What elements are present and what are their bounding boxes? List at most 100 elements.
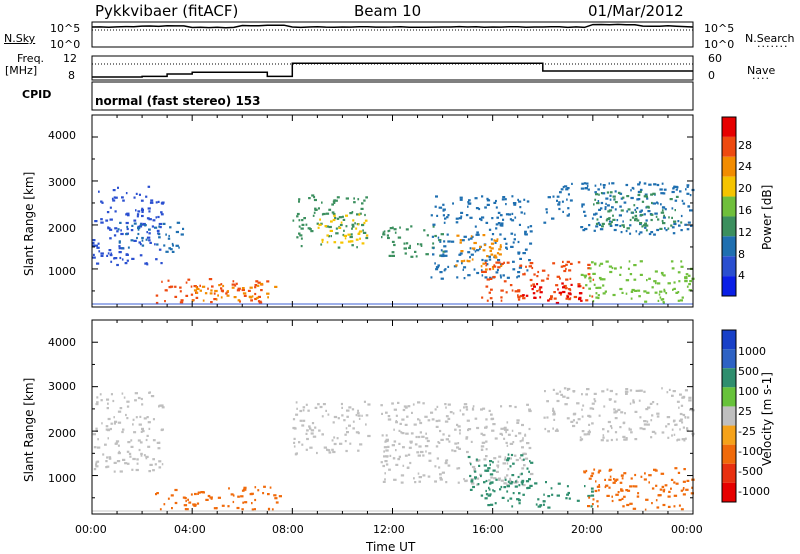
velocity-region-5-cell xyxy=(518,492,521,495)
velocity-region-3-cell xyxy=(456,446,460,449)
power-region-2-cell xyxy=(258,300,262,303)
velocity-region-3-cell xyxy=(414,443,418,446)
velocity-region-0-cell xyxy=(149,391,151,394)
power-region-4-cell xyxy=(361,202,364,205)
power-region-7-cell xyxy=(474,250,477,253)
power-region-7-cell xyxy=(434,205,437,208)
velocity-region-1-cell xyxy=(253,508,256,511)
velocity-region-5-cell xyxy=(487,494,491,497)
power-region-9-cell xyxy=(565,297,568,300)
velocity-region-3-cell xyxy=(409,461,412,465)
power-region-2-cell xyxy=(169,285,174,288)
power-region-8-cell xyxy=(471,247,474,250)
power-region-5-cell xyxy=(358,231,361,234)
power-region-0-cell xyxy=(101,201,104,204)
velocity-region-7-cell xyxy=(634,485,638,488)
velocity-region-3-cell xyxy=(463,403,468,406)
power-region-7-cell xyxy=(499,233,502,236)
power-region-0-cell xyxy=(141,207,144,210)
velocity-region-3-cell xyxy=(382,464,385,468)
velocity-region-3-cell xyxy=(463,478,465,481)
power-region-4-cell xyxy=(332,200,336,203)
velocity-region-7-cell xyxy=(643,478,647,481)
power-region-0-cell xyxy=(92,244,95,247)
velocity-region-3-cell xyxy=(387,415,391,418)
velocity-region-3-cell xyxy=(393,408,397,411)
power-region-11-cell xyxy=(660,203,662,206)
power-region-7-cell xyxy=(437,264,440,267)
power-region-7-cell xyxy=(468,199,471,202)
velocity-region-7-cell xyxy=(612,481,616,484)
power-cbar-tick-12: 12 xyxy=(738,226,752,239)
velocity-region-7-cell xyxy=(617,491,620,494)
power-region-12-cell xyxy=(675,195,679,198)
velocity-region-7-cell xyxy=(596,485,601,488)
power-region-12-cell xyxy=(612,214,614,217)
power-region-11-cell xyxy=(660,192,664,195)
power-region-6-cell xyxy=(414,250,417,253)
power-region-8-cell xyxy=(491,265,494,269)
velocity-region-0-cell xyxy=(136,458,139,461)
power-region-7-cell xyxy=(502,218,505,221)
velocity-region-1-cell xyxy=(278,495,282,498)
power-region-10-cell xyxy=(580,299,583,302)
velocity-region-3-cell xyxy=(439,429,442,433)
velocity-region-5-cell xyxy=(565,497,568,500)
power-region-13-cell xyxy=(631,290,633,293)
power-region-13-cell xyxy=(611,266,614,270)
velocity-region-5-cell xyxy=(587,494,591,498)
power-region-3-cell xyxy=(210,289,213,292)
power-region-12-cell xyxy=(634,217,638,220)
power-region-7-cell xyxy=(518,266,522,269)
velocity-region-6-cell xyxy=(672,390,676,393)
velocity-region-6-cell xyxy=(684,437,687,440)
velocity-region-3-cell xyxy=(484,426,488,429)
velocity-region-7-cell xyxy=(632,507,637,510)
velocity-region-3-cell xyxy=(417,401,421,404)
power-region-13-cell xyxy=(658,293,661,296)
velocity-region-2-cell xyxy=(293,437,296,440)
power-region-13-cell xyxy=(592,300,595,303)
power-region-2-cell xyxy=(247,289,251,292)
velocity-region-6-cell xyxy=(607,430,610,433)
velocity-region-1-cell xyxy=(257,489,260,492)
velocity-region-6-cell xyxy=(667,436,670,439)
power-region-8-cell xyxy=(493,239,496,242)
power-region-10-cell xyxy=(567,292,572,295)
velocity-region-3-cell xyxy=(496,464,500,467)
power-region-13-cell xyxy=(688,283,691,286)
velocity-region-4-cell xyxy=(469,474,472,478)
velocity-region-3-cell xyxy=(438,466,441,469)
velocity-region-0-cell xyxy=(106,407,109,410)
power-region-4-cell xyxy=(330,235,332,238)
velocity-region-4-cell xyxy=(528,470,530,473)
velocity-region-4-cell xyxy=(489,460,493,463)
velocity-region-1-cell xyxy=(237,495,240,498)
velocity-region-5-cell xyxy=(566,485,569,488)
power-region-11-cell xyxy=(640,209,643,212)
velocity-region-6-cell xyxy=(678,419,682,422)
power-region-7-cell xyxy=(459,196,463,199)
power-region-0-cell xyxy=(126,259,129,262)
power-region-7-cell xyxy=(460,211,464,214)
velocity-region-6-cell xyxy=(678,406,680,409)
power-region-0-cell xyxy=(133,196,136,199)
velocity-region-7-cell xyxy=(644,508,647,511)
velocity-region-4-cell xyxy=(470,463,472,466)
power-region-7-cell xyxy=(459,198,463,201)
velocity-region-6-cell xyxy=(643,423,647,426)
velocity-region-7-cell xyxy=(591,472,595,475)
power-region-11-cell xyxy=(662,216,666,219)
velocity-region-7-cell xyxy=(661,485,665,488)
power-region-3-cell xyxy=(249,286,253,289)
power-region-0-cell xyxy=(155,201,158,204)
velocity-region-3-cell xyxy=(506,474,509,477)
power-region-7-cell xyxy=(524,248,527,251)
velocity-region-0-cell xyxy=(134,399,137,402)
velocity-region-3-cell xyxy=(384,460,388,463)
power-region-4-cell xyxy=(361,223,363,227)
noise-tick-right-top: 10^5 xyxy=(704,22,735,35)
velocity-region-0-cell xyxy=(140,454,143,457)
velocity-region-0-cell xyxy=(105,428,109,431)
power-region-11-cell xyxy=(616,219,619,222)
